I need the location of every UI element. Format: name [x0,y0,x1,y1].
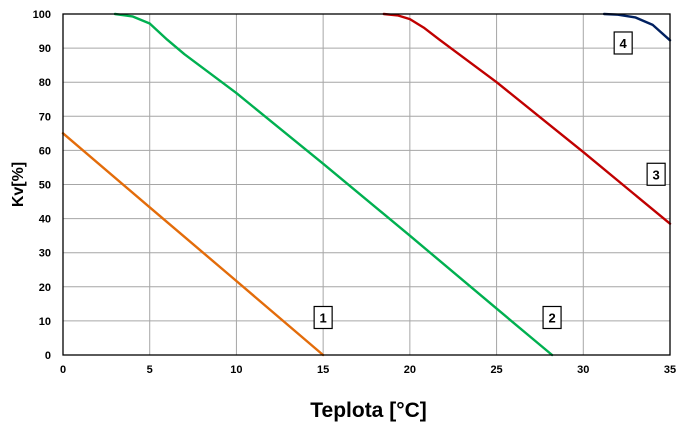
y-tick-label: 40 [39,214,51,226]
x-tick-label: 5 [147,364,153,376]
x-tick-label: 10 [230,364,242,376]
series-label-box-1 [313,305,333,330]
y-tick-label: 50 [39,180,51,192]
y-tick-label: 80 [39,77,51,89]
x-tick-label: 20 [404,364,416,376]
y-tick-label: 100 [33,9,51,21]
x-axis-title: Teplota [°C] [310,399,427,422]
series-label-box-2 [542,305,562,330]
grid [62,13,671,356]
series-layer [61,12,672,357]
series-label-box-4 [613,31,633,55]
plot-frame [62,13,671,356]
x-tick-label: 0 [60,364,66,376]
series-label-1: 1 [320,310,327,325]
y-axis-title: Kv[%] [10,162,27,207]
y-tick-label: 90 [39,43,51,55]
x-tick-label: 35 [664,364,676,376]
series-label-box-3 [646,162,666,186]
x-tick-label: 15 [317,364,329,376]
series-label-4: 4 [620,36,628,51]
y-tick-label: 30 [39,248,51,260]
series-line-3 [382,12,672,225]
y-tick-label: 0 [45,350,51,362]
series-line-2 [113,12,554,357]
x-tick-label: 30 [577,364,589,376]
y-tick-label: 10 [39,316,51,328]
y-tick-label: 70 [39,111,51,123]
x-tick-label: 25 [490,364,502,376]
series-label-2: 2 [548,310,555,325]
ticks: 0 5 10 15 20 25 30 35 0 10 20 30 40 50 60 70 80 90 100 [33,9,676,376]
series-labels: 1 2 3 4 [313,31,666,330]
y-tick-label: 20 [39,282,51,294]
y-tick-label: 60 [39,145,51,157]
series-label-3: 3 [653,167,660,182]
series-line-1 [61,132,325,357]
